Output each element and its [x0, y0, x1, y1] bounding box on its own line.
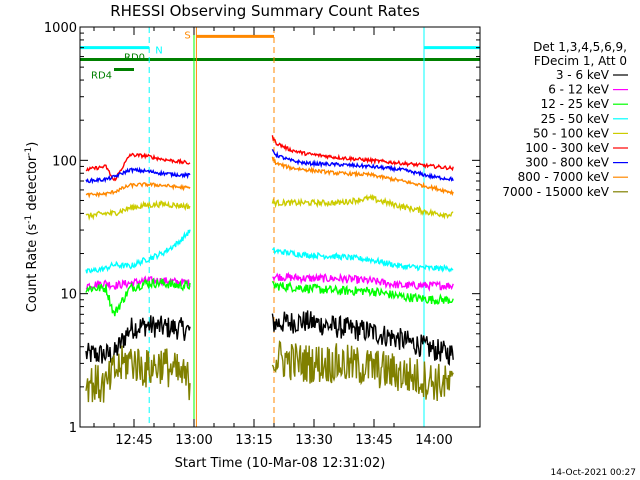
y-tick-label: 100 — [52, 154, 77, 169]
series-6-12-keV — [85, 271, 454, 292]
series-line — [271, 310, 454, 367]
series-line — [85, 166, 191, 185]
y-tick-label: 1000 — [44, 21, 77, 36]
legend-header-1: Det 1,3,4,5,6,9, — [533, 40, 627, 54]
x-tick-label: 14:00 — [415, 433, 452, 448]
series-7000-15000-keV — [85, 340, 454, 403]
flag-label-rd0: RD0 — [124, 53, 145, 64]
legend-entry: 800 - 7000 keV — [518, 170, 610, 184]
series-line — [271, 280, 454, 306]
series-line — [271, 156, 454, 197]
series-50-100-keV — [85, 193, 454, 221]
x-axis-label: Start Time (10-Mar-08 12:31:02) — [175, 456, 386, 471]
series-line — [85, 345, 191, 403]
series-line — [85, 277, 191, 317]
series-line — [271, 135, 454, 172]
y-axis: 1 10 100 1000 — [44, 21, 480, 436]
series-line — [272, 271, 454, 292]
x-tick-label: 12:45 — [115, 433, 152, 448]
series-100-300-keV — [85, 135, 454, 182]
series-line — [271, 149, 454, 182]
series-300-800-keV — [85, 149, 454, 185]
flag-label-rd4: RD4 — [91, 71, 112, 82]
y-axis-label: Count Rate (s-1 detector-1) — [24, 142, 40, 313]
legend-entry: 300 - 800 keV — [525, 156, 609, 170]
legend-header-2: FDecim 1, Att 0 — [534, 54, 627, 68]
series-line — [85, 275, 191, 291]
series-line — [85, 181, 191, 199]
series-line — [85, 229, 191, 274]
series-lines — [85, 135, 454, 403]
series-line — [271, 246, 454, 273]
x-tick-label: 13:30 — [295, 433, 332, 448]
flag-bars: N S RD0 RD4 — [80, 30, 480, 82]
x-tick-label: 13:45 — [355, 433, 392, 448]
y-tick-label: 10 — [60, 288, 77, 303]
series-line — [85, 315, 191, 364]
flag-label-n: N — [155, 46, 162, 57]
series-12-25-keV — [85, 277, 454, 317]
plot-frame — [79, 26, 481, 428]
series-line — [271, 193, 454, 220]
legend-entry: 7000 - 15000 keV — [502, 185, 609, 199]
legend-entry: 6 - 12 keV — [548, 83, 610, 97]
x-tick-label: 13:00 — [175, 433, 212, 448]
legend: Det 1,3,4,5,6,9, FDecim 1, Att 0 3 - 6 k… — [502, 40, 628, 199]
footer-timestamp: 14-Oct-2021 00:27 — [551, 468, 636, 478]
legend-entry: 50 - 100 keV — [533, 126, 610, 140]
series-line — [271, 340, 454, 402]
x-tick-label: 13:15 — [235, 433, 272, 448]
series-25-50-keV — [85, 229, 454, 274]
flag-label-s: S — [184, 30, 190, 41]
series-800-7000-keV — [85, 156, 454, 199]
legend-entry: 12 - 25 keV — [541, 97, 610, 111]
legend-entry: 25 - 50 keV — [541, 112, 610, 126]
x-axis: 12:45 13:00 13:15 13:30 13:45 14:00 — [93, 27, 453, 448]
legend-entry: 3 - 6 keV — [556, 68, 610, 82]
series-3-6-keV — [85, 310, 454, 367]
series-line — [85, 152, 191, 182]
series-line — [85, 199, 191, 221]
y-tick-label: 1 — [69, 421, 77, 436]
legend-entry: 100 - 300 keV — [525, 141, 609, 155]
chart-title: RHESSI Observing Summary Count Rates — [110, 2, 420, 20]
